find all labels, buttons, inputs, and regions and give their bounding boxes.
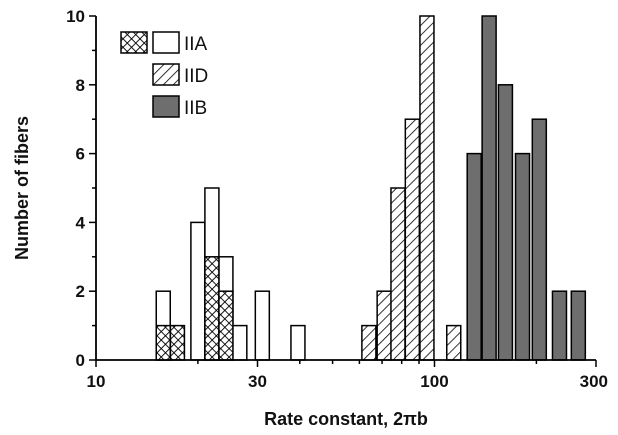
y-tick-label: 8	[76, 76, 85, 95]
x-tick-label: 30	[248, 372, 267, 391]
legend-label-iib: IIB	[184, 98, 207, 119]
legend-label-iid: IID	[184, 66, 208, 87]
bar-iia-open-5	[254, 290, 271, 361]
bar-iib-gray-4	[531, 118, 548, 361]
bar-iib-gray-0	[466, 152, 482, 361]
y-tick-label: 10	[66, 7, 85, 26]
legend-swatch-iid	[152, 63, 180, 86]
bar-iid-diagonal-2	[390, 187, 406, 361]
bar-iia-open-4	[232, 324, 248, 361]
bar-iid-diagonal-0	[361, 324, 377, 361]
bar-iia-crosshatch-3	[218, 290, 234, 361]
bar-iib-gray-6	[570, 290, 587, 361]
bar-iid-diagonal-3	[404, 118, 421, 361]
bar-iib-gray-5	[551, 290, 568, 361]
axes	[89, 15, 597, 367]
legend-swatch-iib	[152, 95, 180, 118]
y-tick-label: 2	[76, 282, 85, 301]
bar-iib-gray-3	[514, 152, 531, 361]
bar-iia-crosshatch-0	[155, 324, 171, 361]
x-tick-label: 100	[420, 372, 448, 391]
bar-iia-open-1	[190, 221, 206, 361]
x-axis-title: Rate constant, 2πb	[264, 409, 428, 429]
y-tick-label: 4	[76, 213, 86, 232]
bar-iib-gray-1	[481, 15, 497, 361]
bar-iid-diagonal-4	[419, 15, 435, 361]
x-tick-label: 10	[87, 372, 106, 391]
y-axis-title: Number of fibers	[12, 116, 32, 260]
bar-iia-crosshatch-2	[204, 256, 220, 361]
legend: IIA IID IIB	[120, 31, 208, 119]
legend-swatch-iia-open	[152, 31, 180, 54]
y-tick-label: 0	[76, 351, 85, 370]
legend-swatch-iia-crosshatch	[120, 31, 148, 54]
bars-layer	[155, 15, 587, 361]
bar-iia-crosshatch-1	[169, 324, 186, 361]
x-tick-label: 300	[580, 372, 608, 391]
bar-iib-gray-2	[497, 84, 514, 361]
tick-labels: 0 2 4 6 8 10 10 30 100 300	[66, 7, 608, 391]
bar-iid-diagonal-5	[446, 324, 462, 361]
bar-iia-open-6	[290, 324, 306, 361]
bar-iid-diagonal-1	[376, 290, 392, 361]
y-tick-label: 6	[76, 145, 85, 164]
legend-label-iia: IIA	[184, 34, 208, 55]
